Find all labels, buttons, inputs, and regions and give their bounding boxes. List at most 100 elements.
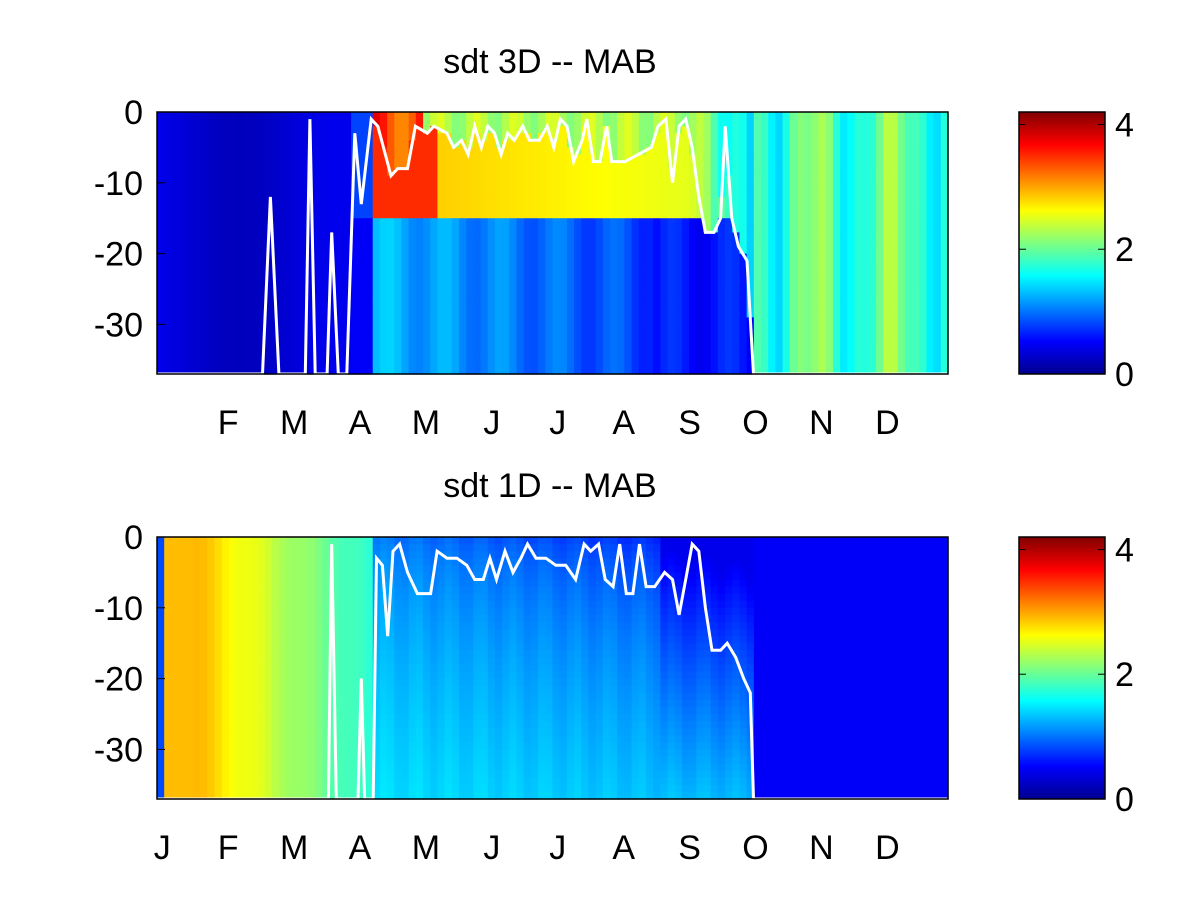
heatmap-cell	[811, 119, 819, 127]
heatmap-cell	[581, 303, 589, 311]
heatmap-cell	[826, 282, 834, 290]
heatmap-cell	[617, 346, 625, 354]
heatmap-cell	[876, 239, 884, 247]
heatmap-cell	[236, 608, 244, 616]
heatmap-cell	[754, 218, 762, 226]
heatmap-cell	[294, 154, 302, 162]
heatmap-cell	[164, 169, 172, 177]
heatmap-cell	[675, 112, 683, 120]
heatmap-cell	[840, 353, 848, 361]
heatmap-cell	[754, 162, 762, 170]
heatmap-cell	[193, 353, 201, 361]
heatmap-cell	[538, 261, 546, 269]
heatmap-cell	[394, 119, 402, 127]
heatmap-cell	[574, 324, 582, 332]
heatmap-cell	[725, 289, 733, 297]
heatmap-cell	[689, 232, 697, 240]
heatmap-cell	[847, 169, 855, 177]
heatmap-cell	[675, 296, 683, 304]
heatmap-cell	[366, 183, 374, 191]
heatmap-cell	[869, 275, 877, 283]
heatmap-cell	[560, 261, 568, 269]
heatmap-cell	[200, 721, 208, 729]
heatmap-cell	[250, 140, 258, 148]
heatmap-cell	[675, 204, 683, 212]
heatmap-cell	[653, 225, 661, 233]
heatmap-cell	[164, 785, 172, 793]
heatmap-cell	[509, 112, 517, 120]
heatmap-cell	[373, 190, 381, 198]
heatmap-cell	[358, 360, 366, 368]
heatmap-cell	[869, 303, 877, 311]
heatmap-cell	[380, 254, 388, 262]
heatmap-cell	[179, 714, 187, 722]
heatmap-cell	[222, 140, 230, 148]
heatmap-cell	[236, 133, 244, 141]
heatmap-cell	[157, 126, 165, 134]
heatmap-cell	[179, 317, 187, 325]
heatmap-cell	[890, 317, 898, 325]
heatmap-cell	[804, 317, 812, 325]
heatmap-cell	[258, 261, 266, 269]
heatmap-cell	[265, 615, 273, 623]
heatmap-cell	[919, 282, 927, 290]
heatmap-cell	[545, 261, 553, 269]
heatmap-cell	[171, 558, 179, 566]
heatmap-cell	[826, 303, 834, 311]
heatmap-cell	[416, 197, 424, 205]
heatmap-cell	[409, 239, 417, 247]
heatmap-cell	[272, 183, 280, 191]
heatmap-cell	[495, 162, 503, 170]
heatmap-cell	[380, 247, 388, 255]
heatmap-cell	[373, 289, 381, 297]
heatmap-cell	[229, 176, 237, 184]
heatmap-cell	[840, 140, 848, 148]
heatmap-cell	[179, 764, 187, 772]
heatmap-cell	[171, 211, 179, 219]
heatmap-cell	[732, 190, 740, 198]
heatmap-cell	[869, 254, 877, 262]
heatmap-cell	[668, 339, 676, 347]
heatmap-cell	[855, 268, 863, 276]
heatmap-cell	[617, 360, 625, 368]
heatmap-cell	[826, 353, 834, 361]
heatmap-cell	[171, 190, 179, 198]
heatmap-cell	[934, 346, 942, 354]
heatmap-cell	[272, 119, 280, 127]
heatmap-cell	[243, 218, 251, 226]
heatmap-cell	[466, 176, 474, 184]
heatmap-cell	[445, 296, 453, 304]
heatmap-cell	[200, 169, 208, 177]
heatmap-cell	[876, 204, 884, 212]
heatmap-cell	[236, 728, 244, 736]
heatmap-cell	[840, 169, 848, 177]
heatmap-cell	[646, 112, 654, 120]
heatmap-cell	[704, 353, 712, 361]
heatmap-cell	[869, 169, 877, 177]
heatmap-cell	[193, 601, 201, 609]
heatmap-cell	[538, 211, 546, 219]
heatmap-cell	[646, 346, 654, 354]
heatmap-cell	[250, 162, 258, 170]
heatmap-cell	[265, 140, 273, 148]
heatmap-cell	[265, 579, 273, 587]
heatmap-cell	[229, 544, 237, 552]
heatmap-cell	[495, 247, 503, 255]
heatmap-cell	[401, 112, 409, 120]
heatmap-cell	[401, 183, 409, 191]
heatmap-cell	[675, 310, 683, 318]
heatmap-cell	[250, 254, 258, 262]
heatmap-cell	[179, 650, 187, 658]
heatmap-cell	[179, 643, 187, 651]
heatmap-cell	[811, 303, 819, 311]
heatmap-cell	[912, 211, 920, 219]
heatmap-cell	[732, 133, 740, 141]
heatmap-cell	[646, 119, 654, 127]
heatmap-cell	[660, 247, 668, 255]
heatmap-cell	[445, 360, 453, 368]
heatmap-cell	[409, 211, 417, 219]
heatmap-cell	[632, 190, 640, 198]
heatmap-cell	[179, 261, 187, 269]
heatmap-cell	[531, 119, 539, 127]
heatmap-cell	[560, 289, 568, 297]
